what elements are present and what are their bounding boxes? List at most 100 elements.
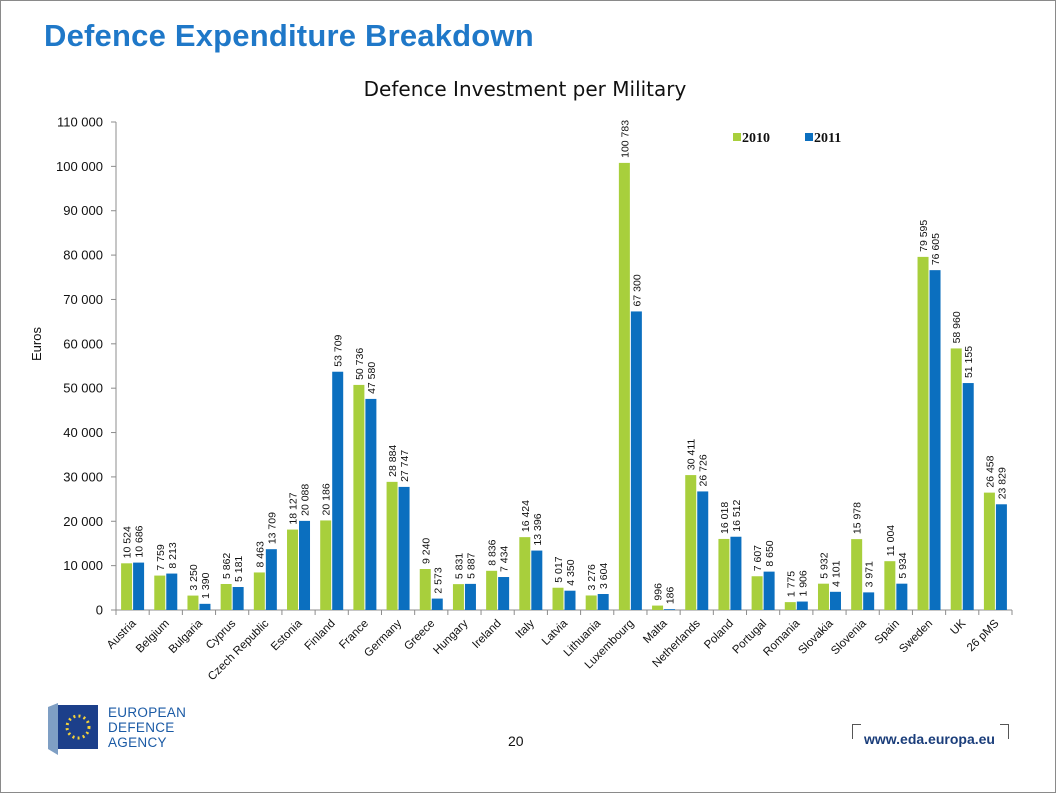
data-label-2011: 13 709 [266,512,278,544]
data-label-2010: 11 004 [885,525,897,556]
data-label-2011: 53 709 [333,334,345,366]
bar-2010 [519,537,531,610]
data-label-2010: 20 186 [321,483,333,515]
x-tick-label: Bulgaria [167,617,206,656]
y-tick-label: 40 000 [63,425,103,440]
data-label-2011: 1 906 [797,570,809,596]
bar-2010 [187,595,199,610]
x-tick-label: UK [949,617,969,637]
y-axis: 0 10 000 20 000 30 000 40 000 50 000 60 000 70 … [56,115,117,618]
bar-2010 [618,162,630,611]
data-label-2010: 50 736 [354,348,366,380]
data-label-2011: 1 390 [200,572,212,598]
x-tick-label: Spain [873,618,902,647]
legend-swatch-2010 [733,133,741,141]
bar-2011 [763,571,775,610]
bar-2011 [498,577,510,610]
bar-2011 [531,550,543,610]
data-label-2011: 4 350 [565,559,577,585]
y-tick-label: 90 000 [63,203,103,218]
data-label-2010: 58 960 [951,311,963,343]
data-label-2010: 8 836 [487,539,499,565]
bar-2010 [154,575,166,610]
website-link[interactable]: www.eda.europa.eu [864,731,995,747]
legend-swatch-2011 [805,133,813,141]
page-number: 20 [508,733,524,749]
bar-2011 [896,583,908,610]
bar-2010 [585,595,597,610]
bar-2010 [452,584,464,610]
logo-line-1: EUROPEAN [108,705,187,720]
x-tick-label: 26 pMS [965,617,1002,654]
data-label-2010: 16 018 [719,502,731,534]
bar-2010 [685,475,697,610]
legend-label-2011: 2011 [814,131,841,146]
bar-2011 [133,562,145,610]
bar-2011 [265,549,277,610]
bar-2011 [730,536,742,610]
bar-2011 [464,583,476,610]
bar-2010 [983,492,995,610]
x-tick-label: Hungary [431,617,470,656]
data-label-2011: 5 181 [233,556,245,582]
data-label-2010: 18 127 [288,492,300,524]
data-label-2011: 8 213 [167,542,179,568]
bar-2011 [995,504,1007,610]
bar-2010 [950,348,962,610]
bar-2011 [431,598,443,610]
bar-2010 [386,481,398,610]
bar-2011 [929,270,941,610]
y-tick-label: 30 000 [63,469,103,484]
bar-2010 [817,583,829,610]
bar-2011 [597,594,609,610]
bar-2011 [630,311,642,610]
y-tick-label: 10 000 [63,558,103,573]
bar-2011 [365,398,377,610]
logo-wordmark: EUROPEAN DEFENCE AGENCY [108,705,186,750]
bar-2010 [320,520,332,610]
data-label-2011: 20 088 [300,484,312,516]
bar-2010 [751,576,763,610]
bar-2011 [398,486,410,610]
data-label-2011: 76 605 [930,233,942,265]
x-tick-label: Sweden [897,618,935,656]
bar-2011 [796,601,808,610]
bar-2010 [784,602,796,610]
data-label-2010: 5 862 [221,553,233,579]
data-label-2010: 28 884 [387,445,399,477]
x-tick-label: Slovenia [829,617,869,657]
bar-2011 [829,591,841,610]
bar-2010 [220,583,232,610]
slide-title: Defence Expenditure Breakdown [44,18,534,53]
bar-2011 [299,520,311,610]
data-label-2011: 4 101 [830,560,842,586]
y-tick-label: 110 000 [57,115,103,130]
x-tick-label: Estonia [269,617,305,653]
x-tick-label: Italy [514,617,538,641]
legend: 2010 2011 [733,131,841,146]
data-label-2010: 16 424 [520,500,532,532]
x-tick-label: Belgium [134,618,172,656]
data-label-2011: 23 829 [996,467,1008,499]
data-label-2010: 9 240 [420,538,432,564]
data-label-2011: 3 604 [598,563,610,589]
x-tick-label: Ireland [470,618,503,651]
chart-title: Defence Investment per Military [364,77,687,101]
x-tick-label: Czech Republic [206,617,272,683]
y-tick-label: 60 000 [63,336,103,351]
data-label-2010: 3 250 [188,564,200,590]
x-tick-label: Latvia [540,617,571,648]
bar-2010 [287,529,299,610]
data-label-2010: 5 932 [818,552,830,578]
logo-line-3: AGENCY [108,735,167,750]
data-label-2010: 7 607 [752,545,764,571]
y-axis-title: Euros [29,327,44,361]
y-tick-label: 0 [96,603,103,618]
bar-2010 [652,605,664,610]
bar-2011 [232,587,244,610]
y-tick-label: 80 000 [63,248,103,263]
data-label-2011: 5 887 [465,552,477,578]
bar-2010 [718,538,730,610]
